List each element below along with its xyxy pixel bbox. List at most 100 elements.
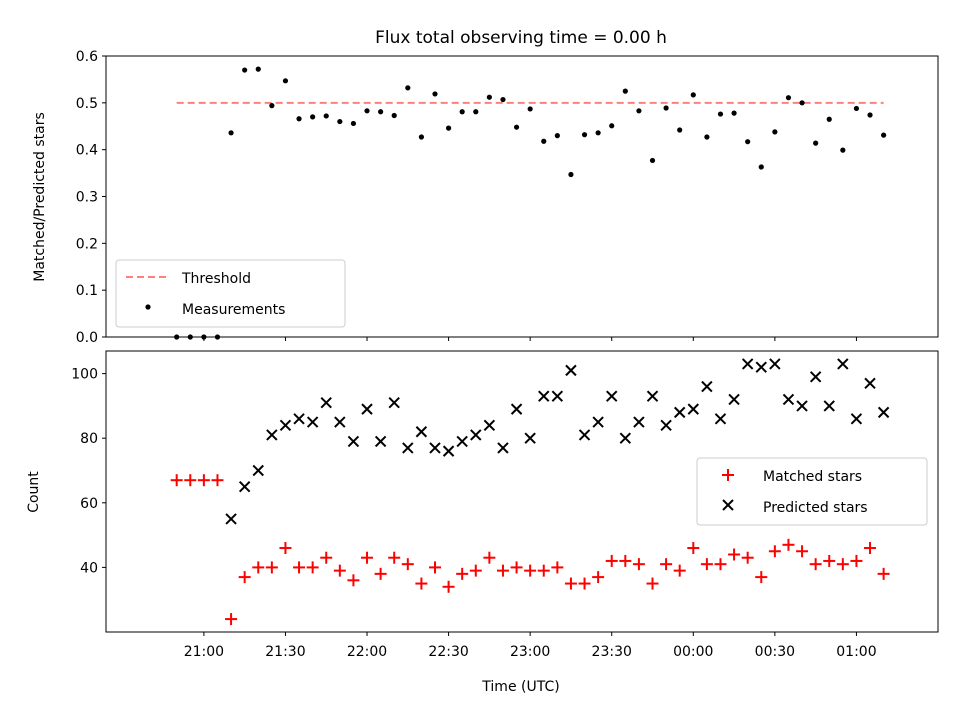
measurement-point	[595, 130, 601, 136]
predicted-star-point	[225, 513, 237, 525]
matched-star-point	[741, 551, 754, 564]
matched-star-point	[592, 571, 605, 584]
predicted-legend-label: Predicted stars	[763, 500, 868, 516]
matched-star-point	[700, 558, 713, 571]
count-y-tick-label: 100	[71, 367, 98, 383]
predicted-star-point	[415, 426, 428, 438]
measurement-point	[364, 108, 370, 114]
predicted-star-point	[402, 442, 414, 454]
matched-star-point	[293, 561, 306, 574]
measurement-point	[853, 105, 860, 112]
measurement-point	[772, 129, 778, 135]
ratio-y-tick-label: 0.2	[76, 236, 98, 252]
x-tick-label: 21:30	[265, 644, 305, 660]
measurement-point	[785, 95, 792, 101]
matched-star-point	[768, 545, 781, 558]
matched-star-point	[388, 551, 401, 564]
predicted-star-point	[714, 413, 727, 425]
measurement-point	[799, 100, 805, 106]
matched-star-point	[782, 538, 795, 551]
measurement-point	[581, 132, 588, 138]
predicted-star-point	[565, 364, 577, 377]
measurement-point	[622, 88, 628, 94]
predicted-star-point	[850, 413, 863, 425]
matched-star-point	[197, 474, 210, 487]
measurement-point	[704, 134, 710, 140]
measurement-point	[445, 125, 452, 131]
predicted-star-point	[646, 390, 659, 402]
measurement-point	[527, 106, 533, 112]
predicted-star-point	[728, 393, 740, 406]
predicted-star-point	[673, 406, 686, 419]
count-y-tick-label: 80	[80, 431, 98, 447]
matched-star-point	[823, 554, 836, 567]
predicted-star-point	[769, 358, 781, 370]
measurement-point	[541, 138, 547, 144]
matched-star-point	[551, 561, 564, 574]
measurement-point	[432, 91, 438, 97]
threshold-legend-label: Threshold	[181, 271, 251, 287]
matched-star-point	[265, 561, 278, 574]
predicted-star-point	[809, 371, 822, 383]
ratio-legend-box	[115, 259, 346, 328]
predicted-star-point	[361, 403, 373, 415]
count-legend: Matched stars Predicted stars	[696, 457, 928, 526]
measurement-point	[486, 94, 492, 100]
measurement-point	[337, 118, 343, 125]
matched-star-point	[496, 564, 509, 577]
ratio-panel: 0.0 0.1 0.2 0.3 0.4 0.5 0.6 Matched/Predicted …	[32, 49, 939, 346]
predicted-star-point	[429, 442, 441, 454]
x-tick-label: 21:00	[184, 644, 224, 660]
measurement-point	[867, 112, 873, 118]
matched-star-point	[279, 542, 292, 555]
matched-star-point	[632, 558, 645, 571]
measurement-point	[826, 116, 832, 122]
predicted-star-point	[238, 480, 251, 493]
measurement-point	[323, 113, 329, 119]
measurement-point	[663, 105, 669, 111]
measurement-point	[840, 147, 846, 153]
matched-star-point	[673, 564, 686, 577]
ratio-y-tick-label: 0.0	[76, 330, 98, 346]
measurement-point	[282, 78, 289, 84]
measurement-point	[350, 120, 357, 127]
matched-star-point	[442, 580, 455, 593]
measurement-point	[378, 109, 384, 115]
predicted-star-point	[388, 396, 400, 409]
measurement-point	[500, 96, 506, 103]
measurement-point	[242, 67, 248, 73]
ratio-y-tick-label: 0.4	[76, 143, 98, 159]
predicted-star-point	[823, 400, 835, 412]
ratio-y-tick-label: 0.5	[76, 96, 98, 112]
count-plot-frame	[105, 350, 939, 633]
predicted-star-point	[578, 429, 591, 441]
predicted-star-point	[279, 419, 292, 431]
measurement-point	[310, 114, 316, 120]
predicted-star-point	[470, 429, 482, 441]
ratio-plot-frame	[105, 55, 939, 338]
count-legend-box	[696, 457, 928, 526]
measurement-point	[717, 111, 724, 117]
matched-star-point	[809, 558, 822, 571]
predicted-star-point	[837, 358, 849, 370]
predicted-star-point	[864, 377, 876, 390]
predicted-star-point	[592, 416, 604, 428]
matched-star-point	[578, 577, 591, 590]
matched-star-point	[211, 474, 224, 487]
predicted-star-point	[266, 429, 278, 441]
predicted-star-point	[252, 464, 264, 477]
predicted-star-point	[782, 393, 795, 406]
matched-star-point	[333, 564, 346, 577]
matched-star-point	[170, 474, 183, 487]
matched-star-point	[320, 551, 333, 564]
matched-star-point	[347, 574, 360, 587]
matched-star-point	[401, 558, 414, 571]
matched-star-point	[619, 554, 632, 567]
predicted-star-point	[442, 445, 455, 457]
predicted-star-point	[320, 396, 332, 409]
matched-star-point	[361, 551, 374, 564]
matched-star-point	[864, 542, 877, 555]
predicted-star-point	[796, 400, 808, 412]
predicted-star-point	[551, 390, 564, 402]
matched-star-point	[456, 567, 469, 580]
